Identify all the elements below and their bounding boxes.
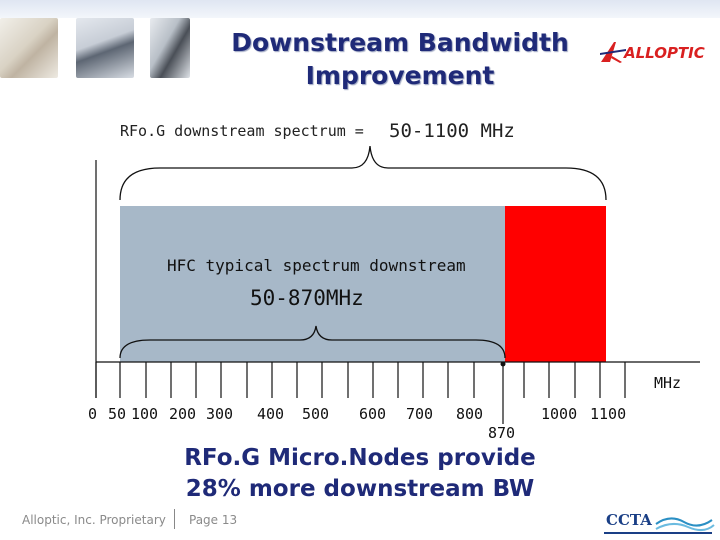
header-band — [0, 0, 720, 18]
ccta-logo: CCTA — [600, 510, 718, 540]
tick-500: 500 — [302, 405, 330, 423]
ccta-wave-icon — [604, 517, 715, 534]
footer-page-number: Page 13 — [189, 513, 238, 527]
tick-1000: 1000 — [541, 405, 578, 423]
footer-divider — [174, 509, 175, 529]
tick-400: 400 — [257, 405, 285, 423]
header-photo-2 — [76, 18, 134, 78]
tick-100: 100 — [131, 405, 159, 423]
extra-spectrum-band — [505, 206, 606, 362]
marker-870-label: 870 — [488, 424, 516, 442]
alloptic-logo-icon — [600, 42, 626, 63]
tick-1100: 1100 — [590, 405, 627, 423]
alloptic-logo: ALLOPTIC — [598, 38, 710, 68]
title-line-2: Improvement — [305, 61, 495, 90]
footer-company: Alloptic, Inc. Proprietary — [22, 513, 166, 527]
ccta-logo-text: CCTA — [606, 511, 652, 529]
conclusion-line-1: RFo.G Micro.Nodes provide — [184, 445, 536, 471]
tick-50: 50 — [108, 405, 127, 423]
rfog-spectrum-label: RFo.G downstream spectrum = — [120, 122, 364, 140]
tick-300: 300 — [206, 405, 234, 423]
tick-600: 600 — [359, 405, 387, 423]
rfog-spectrum-range: 50-1100 MHz — [389, 120, 515, 142]
hfc-spectrum-band — [120, 206, 505, 362]
slide-title: Downstream Bandwidth Improvement — [210, 26, 590, 92]
conclusion-text: RFo.G Micro.Nodes provide 28% more downs… — [150, 443, 570, 505]
header-photo-1 — [0, 18, 58, 78]
hfc-spectrum-range: 50-870MHz — [250, 286, 364, 310]
header-photo-3 — [150, 18, 190, 78]
tick-0: 0 — [88, 405, 98, 423]
tick-200: 200 — [169, 405, 197, 423]
axis-unit-label: MHz — [654, 374, 682, 392]
title-line-1: Downstream Bandwidth — [231, 28, 569, 57]
hfc-brace — [119, 325, 506, 359]
axis-ticks — [95, 362, 626, 398]
tick-700: 700 — [406, 405, 434, 423]
hfc-spectrum-label: HFC typical spectrum downstream — [167, 256, 466, 275]
conclusion-line-2: 28% more downstream BW — [185, 476, 535, 502]
tick-800: 800 — [456, 405, 484, 423]
alloptic-logo-text: ALLOPTIC — [624, 44, 705, 62]
marker-870-dot — [500, 361, 506, 367]
rfog-brace — [119, 145, 607, 201]
